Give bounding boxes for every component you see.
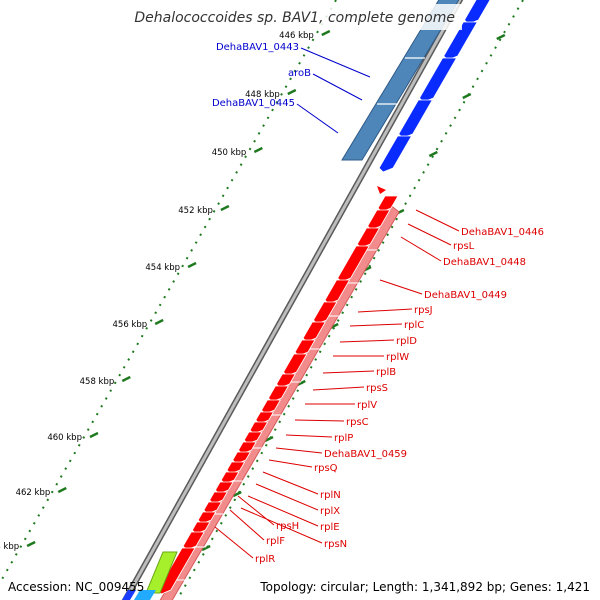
leader-line-red xyxy=(262,471,319,495)
map-title: Dehalococcoides sp. BAV1, complete genom… xyxy=(134,10,455,26)
leader-lines xyxy=(214,47,460,559)
tick-mark-inner xyxy=(287,88,297,96)
leader-line-red xyxy=(275,447,323,454)
green-gene xyxy=(145,551,178,594)
leader-line-red xyxy=(349,323,403,327)
leader-line-blue xyxy=(296,103,339,134)
leader-line-red xyxy=(339,339,395,343)
tick-label: 462 kbp xyxy=(16,488,51,498)
cyan-gene xyxy=(134,590,156,600)
gene-label-red: rpsQ xyxy=(314,463,338,474)
leader-line-red xyxy=(400,236,442,262)
red-gene-arrowhead xyxy=(377,186,386,194)
leader-line-red xyxy=(255,483,319,511)
gene-label-red: rpsC xyxy=(346,417,369,428)
gene-label-red: rplP xyxy=(334,433,353,444)
leader-line-red xyxy=(379,279,423,295)
blue-gene-arrow xyxy=(378,135,413,173)
leader-line-red xyxy=(268,459,313,468)
leader-line-blue xyxy=(300,47,371,78)
gene-label-blue: DehaBAV1_0445 xyxy=(212,98,295,109)
inner-dotted-ring xyxy=(0,0,337,585)
leader-line-red xyxy=(357,308,413,313)
accession-label: Accession: NC_009455 xyxy=(8,580,145,594)
tick-label: 450 kbp xyxy=(212,148,247,158)
gene-label-red: rplW xyxy=(386,352,409,363)
leader-line-red xyxy=(240,507,323,544)
gene-label-red: rpsL xyxy=(453,241,475,252)
leader-line-red xyxy=(407,223,452,246)
tick-label: 458 kbp xyxy=(80,377,115,387)
tick-mark-inner xyxy=(121,375,131,383)
gene-label-red: DehaBAV1_0449 xyxy=(424,290,507,301)
tick-mark-outer xyxy=(264,435,274,443)
tick-label: 448 kbp xyxy=(245,90,280,100)
tick-mark-inner xyxy=(57,486,67,494)
blue-gene-arrow xyxy=(463,0,491,25)
tick-mark-outer xyxy=(496,33,506,41)
tick-mark-inner xyxy=(253,146,263,154)
leader-line-red xyxy=(214,526,254,559)
leader-line-red xyxy=(285,434,333,438)
leader-line-red xyxy=(415,209,460,232)
tick-label: 456 kbp xyxy=(113,320,148,330)
gene-label-red: rplX xyxy=(320,506,340,517)
tick-marks: 446 kbp 448 kbp 450 kbp 452 kbp 454 kbp 456 k… xyxy=(0,29,506,552)
gene-label-red: rplB xyxy=(376,367,396,378)
tick-mark-inner xyxy=(26,540,36,548)
blue-gene-arrows xyxy=(378,0,491,173)
tick-mark-outer xyxy=(428,150,438,158)
gene-label-red: DehaBAV1_0459 xyxy=(324,449,407,460)
gene-label-red: DehaBAV1_0446 xyxy=(461,227,544,238)
tick-mark-outer xyxy=(201,544,211,552)
leader-line-blue xyxy=(312,73,363,101)
topology-label: Topology: circular; Length: 1,341,892 bp… xyxy=(260,580,590,594)
gene-label-red: rplR xyxy=(255,554,275,565)
gene-label-red: rplE xyxy=(320,522,340,533)
tick-label: 454 kbp xyxy=(145,263,180,273)
gene-label-blue: aroB xyxy=(288,68,311,79)
gene-labels: DehaBAV1_0443 aroB DehaBAV1_0445 DehaBAV1_0… xyxy=(212,42,544,565)
tick-label: 452 kbp xyxy=(178,206,213,216)
gene-label-red: rplF xyxy=(266,536,285,547)
gene-label-red: rpsH xyxy=(276,521,299,532)
gene-label-red: rpsN xyxy=(324,539,347,550)
tick-mark-outer xyxy=(232,490,242,498)
gene-label-red: rplN xyxy=(320,490,341,501)
blue-cds-segments xyxy=(377,57,425,105)
gene-label-red: rplV xyxy=(357,400,377,411)
blue-cds-band xyxy=(341,0,460,161)
gene-label-red: DehaBAV1_0448 xyxy=(443,257,526,268)
tick-mark-inner xyxy=(187,261,197,269)
gene-label-blue: DehaBAV1_0443 xyxy=(216,42,299,53)
tick-label: 446 kbp xyxy=(279,31,314,41)
backbone xyxy=(123,0,462,600)
tick-label: 464 kbp xyxy=(0,542,19,552)
tick-mark-inner xyxy=(154,318,164,326)
title-backdrop xyxy=(140,4,462,30)
outer-dotted-ring xyxy=(176,0,524,600)
tick-label: 460 kbp xyxy=(47,433,82,443)
leader-line-red xyxy=(322,370,375,374)
leader-line-red xyxy=(247,495,319,527)
blue-gene-bottom xyxy=(122,590,136,600)
gene-label-red: rpsJ xyxy=(414,305,433,316)
gene-label-red: rplC xyxy=(404,320,424,331)
gene-label-red: rplD xyxy=(396,336,417,347)
tick-mark-outer xyxy=(462,92,472,100)
red-gene-arrows xyxy=(157,195,399,595)
gene-label-red: rpsS xyxy=(366,383,388,394)
leader-line-red xyxy=(229,509,265,541)
tick-mark-inner xyxy=(89,431,99,439)
leader-line-red xyxy=(294,419,345,422)
leader-line-red xyxy=(312,386,365,391)
leader-line-red xyxy=(237,495,275,526)
tick-mark-inner xyxy=(321,29,331,37)
tick-mark-inner xyxy=(220,204,230,212)
